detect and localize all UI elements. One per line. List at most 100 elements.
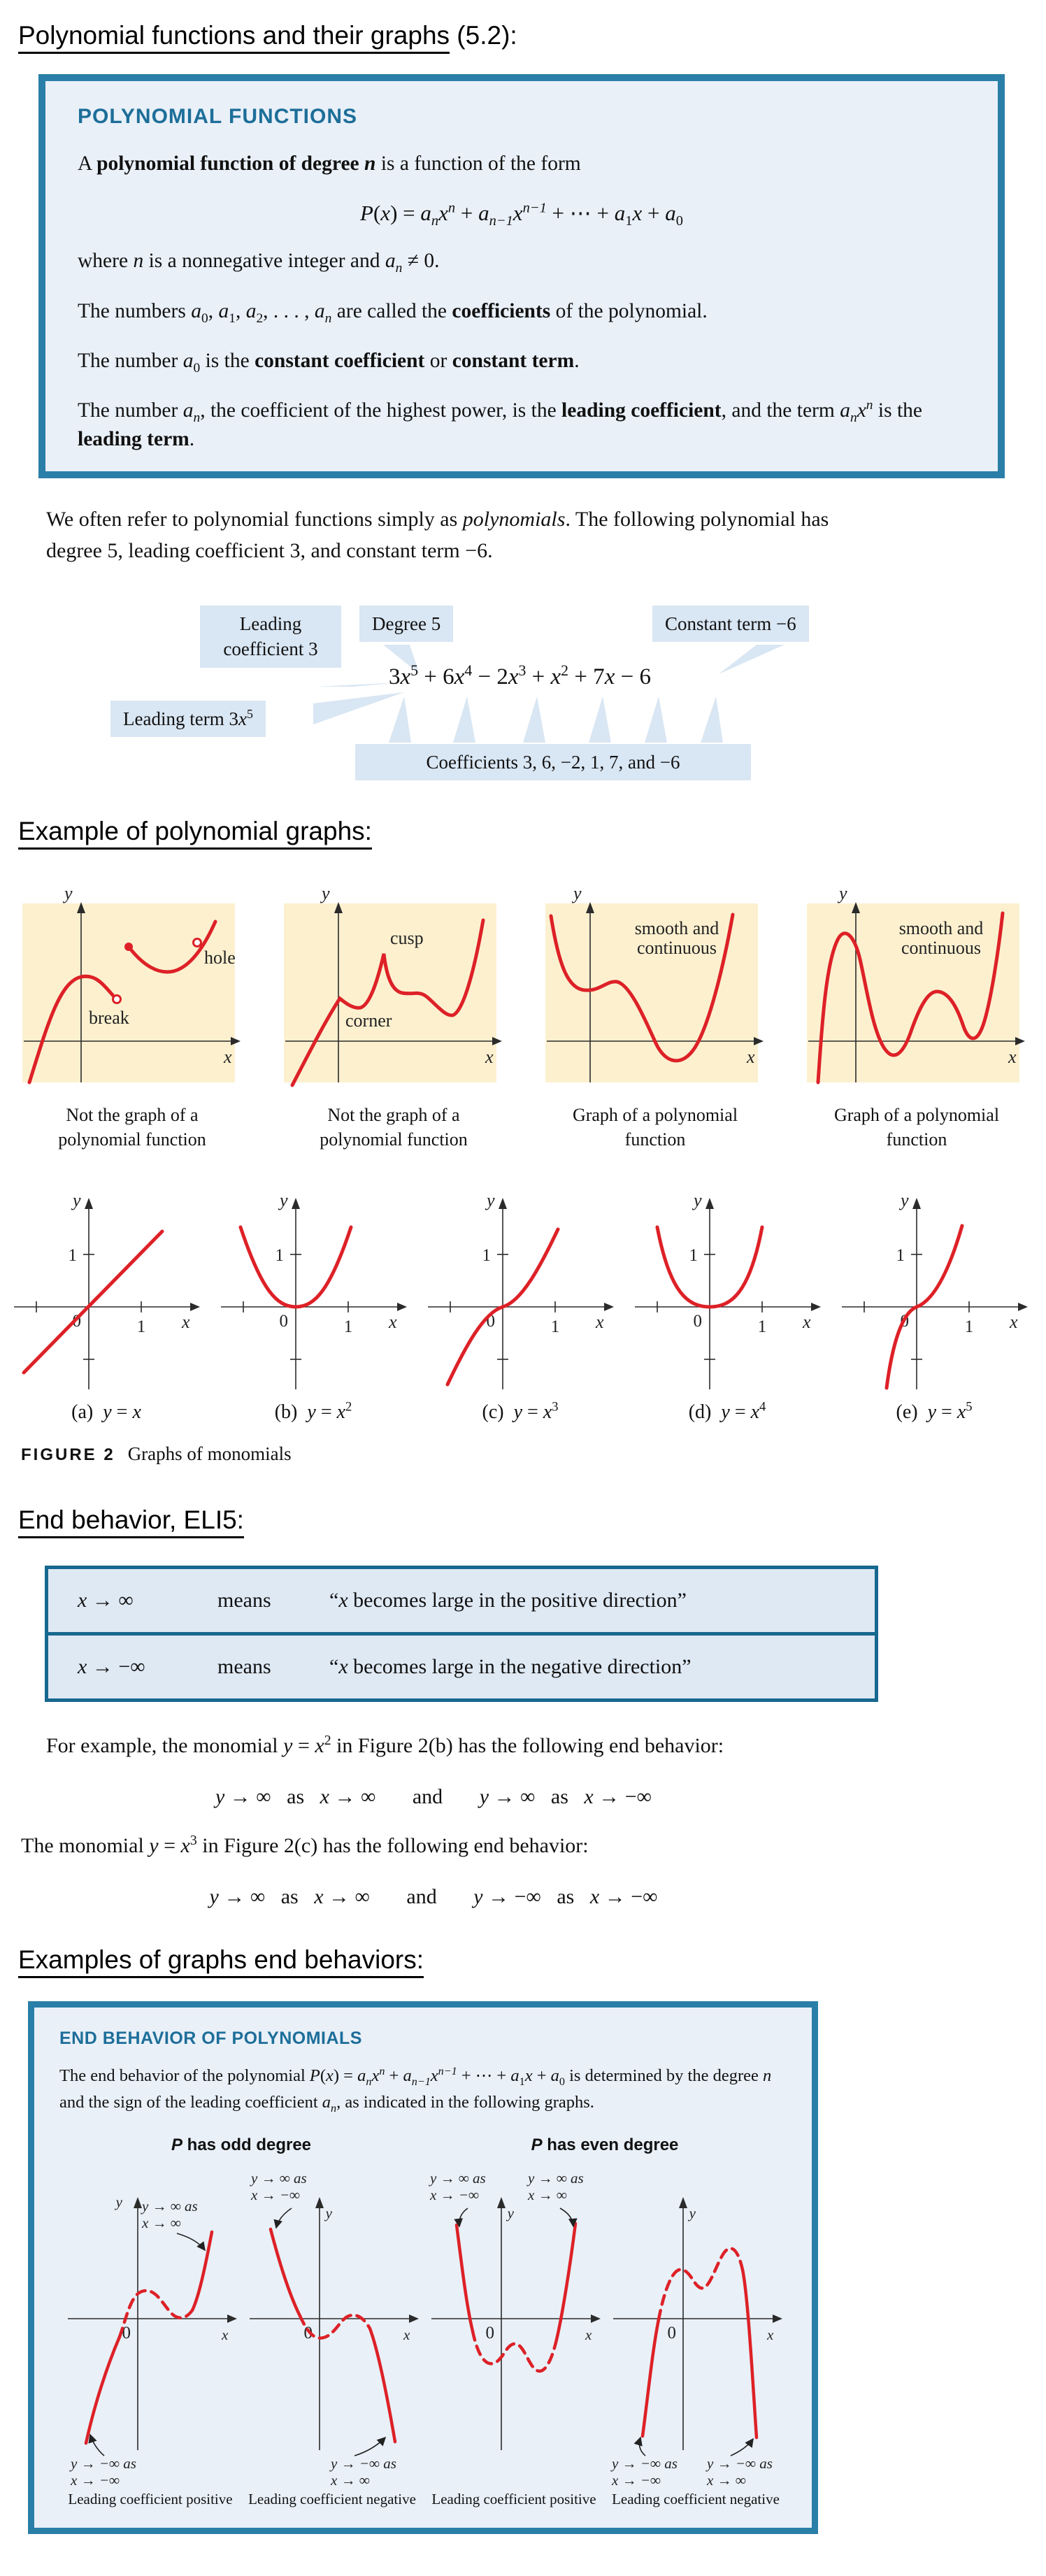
curve	[445, 1227, 560, 1387]
definition-box-heading: POLYNOMIAL FUNCTIONS	[78, 105, 358, 128]
smooth-label-line2: continuous	[901, 938, 981, 958]
x-axis-label: x	[1008, 1047, 1017, 1067]
corner-label: corner	[345, 1010, 392, 1031]
figure-2-text: Graphs of monomials	[127, 1443, 292, 1464]
caption-line-2: function	[624, 1129, 686, 1150]
graph-y-equals-x3: y x 0 1 1	[428, 1190, 614, 1389]
monomial-caption: (b) y = x2	[274, 1399, 352, 1423]
graph-odd-negative: y x 0 y → ∞ as x → −∞ y → −∞ as x → ∞ Le…	[241, 2156, 423, 2519]
closed-endpoint	[124, 942, 133, 951]
graph-caption: Leading coefficient positive	[68, 2490, 233, 2507]
connector-coeff-5	[645, 696, 667, 743]
axes	[547, 901, 764, 1082]
origin-label: 0	[694, 1312, 703, 1331]
figure-2-label: FIGURE 2	[21, 1445, 115, 1464]
annotation-top-left-line1: y → ∞ as	[429, 2170, 486, 2187]
annotation-top-left-line2: x → −∞	[429, 2187, 479, 2203]
curve-solid-upper-left	[454, 2223, 475, 2333]
graph-y-equals-x: y x 0 1 1	[14, 1190, 200, 1389]
caption-line-1: Not the graph of a	[66, 1104, 199, 1125]
caption-line-2: polynomial function	[320, 1129, 468, 1150]
page-title: Polynomial functions and their graphs (5…	[18, 21, 1046, 54]
monomial-caption: (c) y = x3	[482, 1399, 559, 1423]
y-tick-label: 1	[69, 1246, 78, 1265]
polynomial-callout-diagram: Leading coefficient 3 Degree 5 Constant …	[0, 576, 1046, 807]
annotation-arrow-left	[633, 2436, 646, 2456]
connector-constant-term	[719, 644, 784, 674]
x-tick-label: 1	[965, 1317, 974, 1336]
y-axis-label: y	[115, 2194, 123, 2210]
curve-solid-lower-left	[640, 2317, 661, 2438]
origin-label: 0	[486, 2324, 495, 2342]
axes	[428, 1197, 614, 1389]
end-behavior-box: END BEHAVIOR OF POLYNOMIALS The end beha…	[28, 2001, 818, 2534]
description: “x becomes large in the positive directi…	[329, 1588, 687, 1612]
graph-smooth-quartic: y x smooth and continuous	[545, 883, 764, 1082]
degree-headers: P has odd degree P has even degree	[59, 2135, 787, 2155]
y-axis-label: y	[688, 2205, 696, 2221]
graph-y-equals-x2: y x 0 1 1	[221, 1190, 407, 1389]
connector-coeff-2	[453, 696, 475, 743]
monomial-graphs-row: y x 0 1 1 (a) y = x	[8, 1187, 1046, 1424]
x-axis-label: x	[223, 1047, 232, 1067]
origin-label: 0	[280, 1312, 289, 1331]
hole-label: hole	[204, 947, 236, 968]
annotation-arrow-right	[559, 2208, 578, 2228]
connector-leading-coefficient	[316, 682, 400, 687]
annotation-arrow-right	[730, 2438, 754, 2456]
caption-line-2: polynomial function	[58, 1129, 206, 1150]
panel-caption: Not the graph of a polynomial function	[17, 1103, 248, 1152]
annotation-bottom-right-line2: x → ∞	[706, 2472, 746, 2489]
behaviors-examples-heading-text: Examples of graphs end behaviors:	[18, 1945, 424, 1978]
x-axis-label: x	[388, 1312, 397, 1332]
curve-solid-upper-right	[190, 2230, 214, 2312]
y-axis-label: y	[571, 883, 582, 903]
polynomial-general-formula: P(x) = anxn + an−1xn−1 + ⋯ + a1x + a0	[360, 200, 683, 229]
connector-coeff-4	[589, 696, 611, 743]
axes	[842, 1197, 1028, 1389]
x-tick-label: 1	[551, 1317, 560, 1336]
axes	[14, 1197, 200, 1389]
axes	[24, 901, 241, 1082]
symbol: x → ∞	[78, 1588, 134, 1612]
y-axis-label: y	[320, 883, 330, 903]
x-axis-label: x	[595, 1312, 604, 1332]
annotation-arrow-top	[176, 2233, 206, 2252]
callout-coefficients: Coefficients 3, 6, −2, 1, 7, and −6	[355, 743, 751, 781]
figure-2-caption: FIGURE 2 Graphs of monomials	[21, 1443, 1046, 1465]
x-axis-label: x	[181, 1312, 190, 1332]
panel-cusp-corner: y x cusp corner Not the graph of a polyn…	[278, 878, 509, 1152]
y-axis-label: y	[485, 1190, 495, 1210]
curve	[655, 1225, 764, 1309]
callout-leading-coefficient: Leading coefficient 3	[200, 605, 341, 668]
caption-line-1: Graph of a polynomial	[833, 1104, 1000, 1125]
curve-right-piece	[127, 920, 217, 974]
curve-solid-lower-right	[368, 2326, 397, 2444]
end-behavior-graph-1: y x 0 y → ∞ as x → ∞ y → −∞ as x → −∞	[68, 2194, 237, 2489]
cusp-label: cusp	[390, 928, 424, 948]
definition-where: where n is a nonnegative integer and an …	[78, 250, 440, 276]
graph-even-positive: y x 0 y → ∞ as x → −∞ y → ∞ as x → ∞ Lea…	[423, 2156, 605, 2519]
y-tick-label: 1	[689, 1246, 698, 1265]
monomial-d: y x 0 1 1 (d) y = x4	[629, 1187, 825, 1424]
means-label: means	[217, 1654, 271, 1678]
axes	[613, 2196, 782, 2450]
polynomial-functions-definition-box: POLYNOMIAL FUNCTIONS A polynomial functi…	[38, 74, 1005, 478]
connector-coeff-6	[701, 696, 723, 743]
annotation-arrow-bottom	[354, 2436, 387, 2456]
x-axis-label: x	[802, 1312, 811, 1332]
means-label: means	[217, 1588, 271, 1612]
curve	[816, 911, 1005, 1085]
end-behavior-heading: End behavior, ELI5:	[18, 1505, 1046, 1538]
x-axis-label: x	[403, 2326, 410, 2343]
smooth-label-line2: continuous	[637, 938, 717, 958]
intro-paragraph: We often refer to polynomial functions s…	[46, 507, 829, 562]
definition-row-negative-infinity: x → −∞ means “x becomes large in the neg…	[45, 1631, 878, 1702]
y-axis-label: y	[62, 883, 73, 903]
connector-leading-term	[313, 692, 404, 724]
symbol: x → −∞	[78, 1654, 145, 1678]
x-axis-label: x	[585, 2326, 592, 2343]
y-axis-label: y	[71, 1190, 81, 1210]
page-title-underlined: Polynomial functions and their graphs	[18, 21, 450, 54]
graphs-section-heading: Example of polynomial graphs:	[18, 816, 1046, 850]
